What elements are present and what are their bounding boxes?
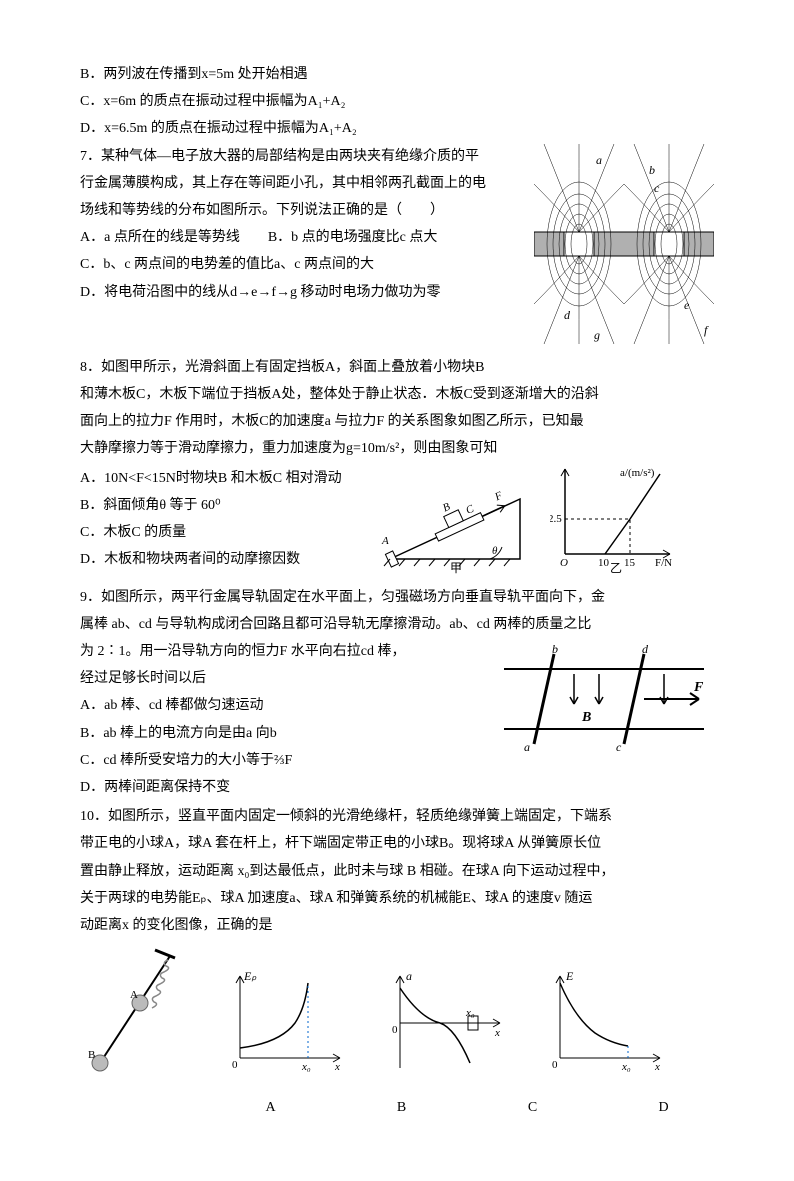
q8-stem-2: 和薄木板C，木板下端位于挡板A处，整体处于静止状态．木板C受到逐渐增大的沿斜 [80,382,714,407]
q8-option-c: C．木板C 的质量 [80,520,360,545]
svg-text:c: c [616,740,622,754]
q8-option-a: A．10N<F<15N时物块B 和木板C 相对滑动 [80,466,360,491]
svg-text:b: b [552,642,558,656]
q9-figure: b a d c B F [494,639,714,768]
svg-text:x₀: x₀ [621,1061,631,1073]
q9-option-d: D．两棒间距离保持不变 [80,775,714,800]
svg-text:g: g [594,328,600,342]
q10-stem-1: 10．如图所示，竖直平面内固定一倾斜的光滑绝缘杆，轻质绝缘弹簧上端固定，下端系 [80,804,714,829]
q6-option-b: B．两列波在传播到x=5m 处开始相遇 [80,62,714,87]
q10-stem-5: 动距离x 的变化图像，正确的是 [80,913,714,938]
q7-figure: a b c d e f g [534,144,714,353]
svg-text:d: d [564,308,571,322]
q10-stem-3: 置由静止释放，运动距离 x₀到达最低点，此时未与球 B 相碰。在球A 向下运动过… [80,859,714,884]
svg-text:A: A [381,535,389,547]
svg-text:x₀: x₀ [465,1007,475,1019]
svg-text:10: 10 [598,557,610,569]
svg-text:F: F [693,680,704,695]
q8-option-b: B．斜面倾角θ 等于 60⁰ [80,493,360,518]
svg-text:θ: θ [492,545,498,557]
svg-text:C: C [464,502,476,516]
svg-text:B: B [441,500,452,514]
svg-text:e: e [684,298,690,312]
svg-text:x₀: x₀ [301,1061,311,1073]
q10-stem-2: 带正电的小球A，球A 套在杆上，杆下端固定带正电的小球B。现将球A 从弹簧原长位 [80,831,714,856]
q8-incline-figure: B C F A θ 甲 [380,474,530,583]
q8-option-d: D．木板和物块两者间的动摩擦因数 [80,547,360,572]
svg-text:E: E [565,969,574,983]
svg-text:0: 0 [232,1059,238,1071]
q9-stem-1: 9．如图所示，两平行金属导轨固定在水平面上，匀强磁场方向垂直导轨平面向下，金 [80,585,714,610]
q10-label-a: A [220,1095,321,1120]
q10-label-d: D [613,1095,714,1120]
svg-text:A: A [130,989,138,1001]
q8-graph-figure: a/(m/s²) F/N O 2.5 10 15 乙 [550,464,680,583]
q10-stem-4: 关于两球的电势能Eₚ、球A 加速度a、球A 和弹簧系统的机械能E、球A 的速度v… [80,886,714,911]
svg-text:Eₚ: Eₚ [243,969,257,983]
svg-text:b: b [649,163,655,177]
svg-text:0: 0 [552,1059,558,1071]
svg-text:B: B [581,710,591,725]
svg-text:x: x [494,1027,500,1039]
q6-option-d: D．x=6.5m 的质点在振动过程中振幅为A₁+A₂ [80,116,714,141]
q10-label-b: B [351,1095,452,1120]
svg-text:a: a [596,153,602,167]
q8-stem-4: 大静摩擦力等于滑动摩擦力，重力加速度为g=10m/s²，则由图象可知 [80,436,714,461]
svg-text:B: B [88,1049,95,1061]
q10-graph-e: E x₀ x 0 [540,968,670,1087]
svg-text:x: x [334,1061,340,1073]
svg-text:f: f [704,323,709,337]
svg-text:乙: 乙 [610,561,622,574]
q8-stem-1: 8．如图甲所示，光滑斜面上有固定挡板A，斜面上叠放着小物块B [80,355,714,380]
svg-text:c: c [654,181,660,195]
svg-text:d: d [642,642,649,656]
svg-text:a: a [524,740,530,754]
svg-text:0: 0 [392,1024,398,1036]
svg-text:O: O [560,557,568,569]
svg-text:F/N: F/N [655,557,672,569]
q10-graph-a: a x₀ x 0 [380,968,510,1087]
q8-stem-3: 面向上的拉力F 作用时，木板C的加速度a 与拉力F 的关系图象如图乙所示，已知最 [80,409,714,434]
svg-text:x: x [654,1061,660,1073]
svg-text:甲: 甲 [450,561,462,574]
svg-text:a/(m/s²): a/(m/s²) [620,467,655,479]
svg-text:2.5: 2.5 [550,513,562,525]
svg-text:F: F [492,489,504,503]
q10-spring-figure: A B [80,948,190,1087]
svg-text:15: 15 [624,557,636,569]
svg-text:a: a [406,969,412,983]
q10-graph-ep: Eₚ x₀ x 0 [220,968,350,1087]
q6-option-c: C．x=6m 的质点在振动过程中振幅为A₁+A₂ [80,89,714,114]
q9-stem-2: 属棒 ab、cd 与导轨构成闭合回路且都可沿导轨无摩擦滑动。ab、cd 两棒的质… [80,612,714,637]
q10-label-c: C [482,1095,583,1120]
